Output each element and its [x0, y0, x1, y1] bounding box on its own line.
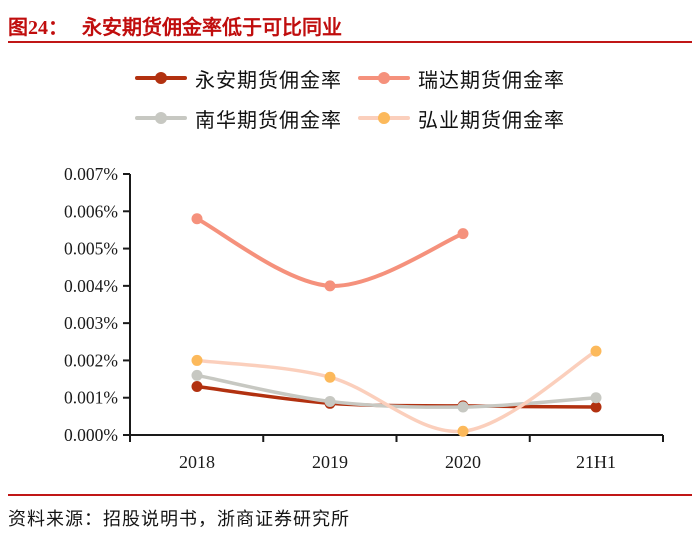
figure-number-label: 图24：	[8, 17, 68, 39]
data-point-marker-1	[191, 213, 203, 225]
data-point-marker-1	[457, 228, 469, 240]
legend-item-yongan: 永安期货佣金率	[135, 64, 342, 92]
line-marker-icon	[358, 104, 410, 132]
data-point-marker-2	[590, 392, 602, 404]
x-axis-label: 2018	[179, 452, 215, 472]
commission-rate-line-chart: 0.000% 0.001% 0.002% 0.003% 0.004% 0.005% 0.00…	[0, 150, 700, 482]
line-marker-icon	[135, 64, 187, 92]
legend-label: 永安期货佣金率	[195, 69, 342, 92]
data-point-marker-2	[191, 369, 203, 381]
data-point-marker-3	[191, 354, 203, 366]
legend-label: 瑞达期货佣金率	[418, 69, 565, 92]
x-axis-label: 2019	[312, 452, 348, 472]
y-axis-label: 0.001%	[64, 388, 118, 408]
data-point-marker-2	[457, 401, 469, 413]
legend-label: 弘业期货佣金率	[418, 109, 565, 132]
data-point-marker-3	[457, 425, 469, 437]
y-axis-label: 0.000%	[64, 425, 118, 445]
data-point-marker-3	[324, 371, 336, 383]
y-axis-label: 0.006%	[64, 201, 118, 221]
source-note: 资料来源：招股说明书，浙商证券研究所	[8, 509, 350, 529]
line-marker-icon	[358, 64, 410, 92]
x-axis-label: 21H1	[576, 452, 616, 472]
y-axis-label: 0.007%	[64, 164, 118, 184]
figure-title-text: 永安期货佣金率低于可比同业	[82, 17, 342, 39]
legend-item-ruida: 瑞达期货佣金率	[358, 64, 565, 92]
data-point-marker-3	[590, 345, 602, 357]
legend-item-hongye: 弘业期货佣金率	[358, 104, 565, 132]
data-point-marker-0	[191, 381, 203, 393]
line-marker-icon	[135, 104, 187, 132]
y-axis-label: 0.004%	[64, 276, 118, 296]
series-line-3	[195, 349, 598, 434]
title-divider-rule	[8, 41, 692, 43]
figure-title: 图24： 永安期货佣金率低于可比同业	[8, 11, 692, 40]
chart-legend: 永安期货佣金率 瑞达期货佣金率 南华期货佣金率 弘业期货佣金率	[100, 64, 600, 132]
y-axis-label: 0.002%	[64, 350, 118, 370]
data-point-marker-0	[590, 401, 602, 413]
legend-label: 南华期货佣金率	[195, 109, 342, 132]
data-point-marker-2	[324, 395, 336, 407]
series-line-1	[195, 216, 465, 288]
y-axis-label: 0.003%	[64, 313, 118, 333]
footer-divider-rule	[8, 494, 692, 496]
series-line-2	[195, 373, 598, 409]
chart-canvas: 0.000% 0.001% 0.002% 0.003% 0.004% 0.005% 0.00…	[64, 164, 664, 472]
y-axis-label: 0.005%	[64, 239, 118, 259]
data-point-marker-1	[324, 280, 336, 292]
x-axis-label: 2020	[445, 452, 481, 472]
legend-item-nanhua: 南华期货佣金率	[135, 104, 342, 132]
